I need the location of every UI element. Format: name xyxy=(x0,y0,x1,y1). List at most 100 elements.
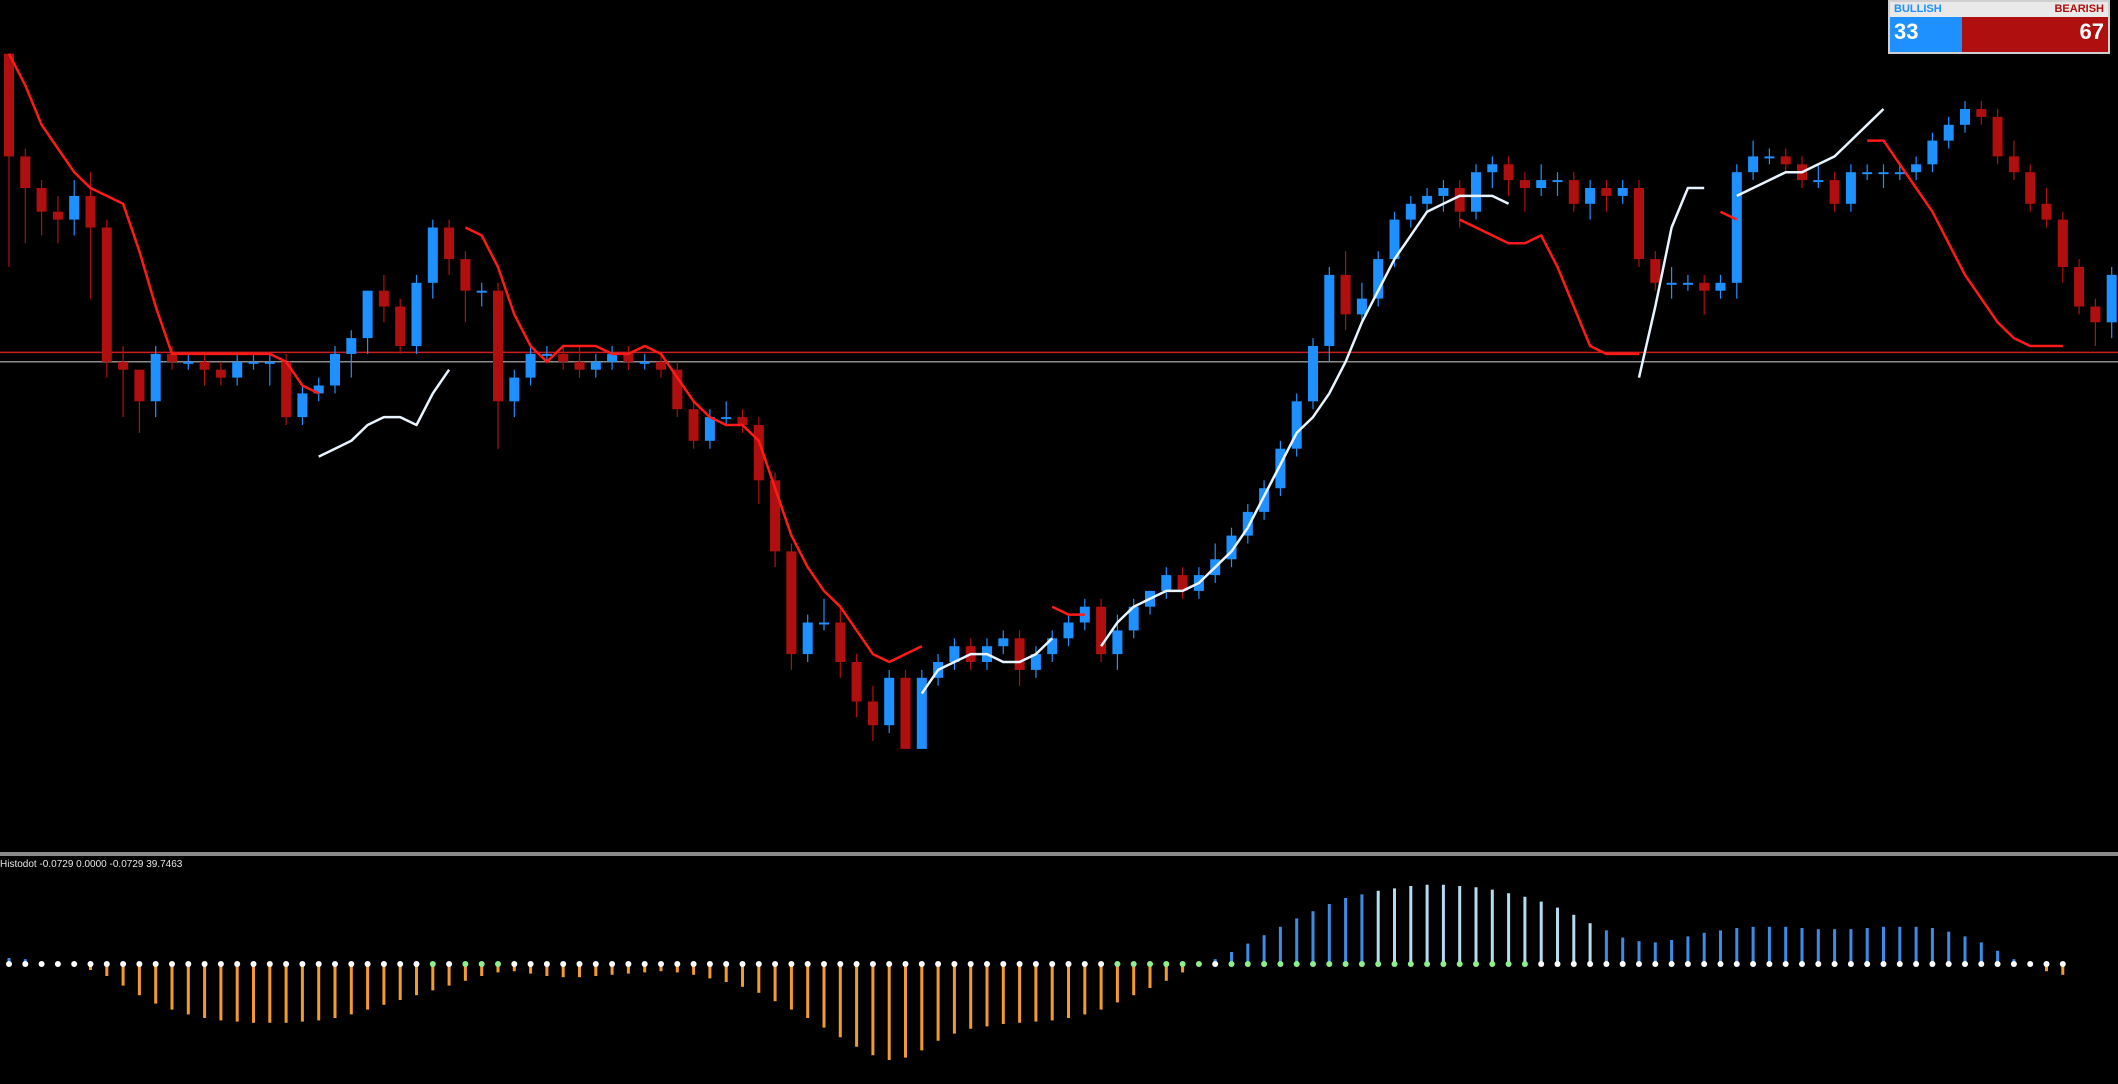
histogram-dot xyxy=(935,961,942,967)
histogram-bar xyxy=(2059,961,2066,975)
histogram-bar xyxy=(266,961,273,1023)
histogram-dot xyxy=(723,961,730,967)
candle-body xyxy=(1177,575,1188,591)
trail-line-red xyxy=(464,226,923,664)
trail-line-white xyxy=(1736,108,1885,198)
trail-line-red xyxy=(1459,218,1639,356)
candle-body xyxy=(411,282,422,346)
histogram-bar xyxy=(152,961,159,1004)
candle xyxy=(900,669,911,749)
histogram-dot xyxy=(1049,961,1056,967)
histogram-bar xyxy=(348,961,355,1015)
histogram-bar xyxy=(951,961,958,1034)
histodot-indicator[interactable] xyxy=(0,858,2118,1084)
candle xyxy=(607,346,618,370)
histogram-bar xyxy=(1684,936,1691,967)
candle-body xyxy=(297,393,308,418)
histogram-bar xyxy=(2010,959,2017,967)
candle-body xyxy=(2090,306,2101,323)
candle-body xyxy=(1650,259,1661,283)
candle-body xyxy=(1911,164,1922,173)
histogram-bar xyxy=(1358,894,1365,967)
candle-body xyxy=(4,53,14,157)
histogram-bar xyxy=(576,961,583,978)
trail-line-white xyxy=(1100,194,1510,647)
histogram-bar xyxy=(1766,926,1773,967)
candle xyxy=(1927,132,1938,173)
histogram-bar xyxy=(6,958,12,967)
candle-body xyxy=(509,377,520,402)
histogram-bar xyxy=(1717,930,1724,967)
histogram-dot xyxy=(576,961,583,967)
candle xyxy=(1634,180,1644,267)
candle-body xyxy=(656,361,666,370)
candle xyxy=(215,361,226,386)
histogram-bar xyxy=(332,961,338,1018)
candle-body xyxy=(525,353,536,378)
candle-body xyxy=(867,701,878,726)
price-chart[interactable] xyxy=(0,0,2118,852)
histogram-dot xyxy=(283,961,290,967)
candle-body xyxy=(721,417,732,420)
histogram-bar xyxy=(1880,926,1887,967)
histogram-bar xyxy=(1440,884,1447,967)
histogram-bar xyxy=(429,961,436,991)
histogram-bar xyxy=(1244,943,1251,967)
histogram-dot xyxy=(1684,961,1691,967)
histogram-bar xyxy=(250,961,257,1023)
histogram-bar xyxy=(1098,961,1105,1010)
trail-line-red xyxy=(1051,605,1085,616)
histogram-bar xyxy=(38,961,45,967)
candle xyxy=(444,219,455,275)
candle-body xyxy=(704,417,715,441)
sentiment-widget: BULLISH BEARISH 33 67 xyxy=(1888,0,2110,54)
trail-line-white xyxy=(1637,186,1705,378)
histogram-dot xyxy=(1424,961,1431,967)
candle-body xyxy=(2041,203,2052,220)
pane-divider[interactable] xyxy=(0,852,2118,856)
candle xyxy=(1829,172,1840,212)
histogram-bar xyxy=(1114,961,1121,1003)
candle xyxy=(476,282,487,307)
histogram-bar xyxy=(1375,890,1382,967)
histogram-dot xyxy=(1163,961,1170,967)
candle-body xyxy=(688,409,699,441)
histogram-bar xyxy=(723,961,730,982)
candle xyxy=(1047,630,1058,662)
histogram-bar xyxy=(1212,959,1219,967)
candle xyxy=(85,172,96,299)
candle-body xyxy=(1373,259,1384,299)
histogram-dot xyxy=(560,961,567,967)
candle xyxy=(1780,148,1791,173)
histogram-bar xyxy=(1587,923,1594,967)
histogram-dot xyxy=(120,961,127,967)
candle xyxy=(36,180,47,236)
candle xyxy=(1992,109,2003,165)
candle xyxy=(1177,567,1188,599)
candle-body xyxy=(52,211,63,220)
trail-line-red xyxy=(1867,139,2063,348)
histogram-dot xyxy=(1473,961,1479,967)
histogram-dot xyxy=(1440,961,1447,967)
candle-body xyxy=(232,361,243,378)
candle xyxy=(1356,282,1367,323)
candle xyxy=(623,346,634,370)
candle xyxy=(1291,393,1302,457)
histogram-bar xyxy=(690,961,697,975)
histogram-dot xyxy=(22,961,29,967)
histogram-bar xyxy=(1065,961,1072,1018)
histogram-dot xyxy=(1310,961,1316,967)
histogram-bar xyxy=(1473,887,1479,967)
candle-body xyxy=(1845,172,1856,204)
candle xyxy=(656,353,666,378)
candle xyxy=(2074,259,2085,315)
histogram-dot xyxy=(706,961,713,967)
histogram-bar xyxy=(1799,928,1805,967)
histogram-bar xyxy=(169,961,175,1010)
histogram-bar xyxy=(1619,937,1626,967)
histogram-dot xyxy=(54,961,61,967)
candle xyxy=(1014,630,1025,686)
candle xyxy=(313,377,324,402)
histogram-dot xyxy=(1962,961,1968,967)
candle-body xyxy=(1878,172,1889,175)
